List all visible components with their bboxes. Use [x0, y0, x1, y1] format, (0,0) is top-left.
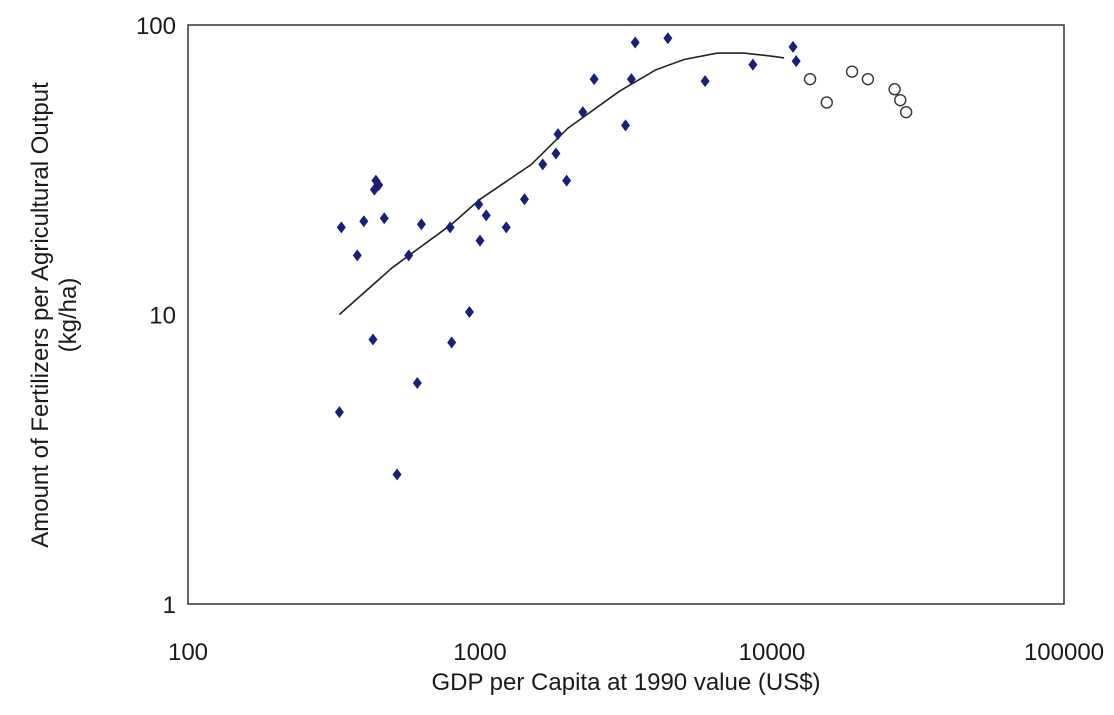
data-point-diamond — [663, 32, 673, 45]
data-point-circle — [845, 65, 859, 78]
data-point-diamond — [412, 376, 422, 389]
data-point-diamond — [700, 75, 710, 88]
data-point-diamond — [445, 221, 455, 234]
data-point-diamond — [748, 58, 758, 71]
data-point-diamond — [589, 73, 599, 86]
x-tick-label: 1000 — [453, 639, 506, 666]
data-point-diamond — [481, 209, 491, 222]
data-point-diamond — [626, 73, 636, 86]
y-tick-label: 1 — [163, 592, 176, 619]
data-point-diamond — [501, 221, 511, 234]
data-point-diamond — [475, 234, 485, 247]
y-axis-title-line-2: (kg/ha) — [55, 278, 82, 353]
data-point-circle — [899, 105, 913, 119]
data-point-diamond — [404, 249, 414, 262]
data-point-diamond — [791, 55, 801, 68]
data-points — [334, 32, 913, 481]
data-point-circle — [820, 96, 833, 109]
data-point-diamond — [538, 158, 548, 171]
data-point-diamond — [788, 40, 798, 53]
data-point-circle — [861, 72, 875, 86]
x-axis-title: GDP per Capita at 1990 value (US$) — [431, 669, 820, 696]
data-point-diamond — [621, 119, 631, 132]
data-point-diamond — [352, 249, 362, 262]
x-tick-label: 100 — [168, 639, 208, 666]
data-point-diamond — [578, 106, 588, 119]
data-point-circle — [894, 93, 907, 107]
data-point-diamond — [379, 212, 389, 225]
plot-frame — [187, 24, 1065, 605]
data-point-diamond — [519, 193, 529, 206]
data-point-diamond — [368, 333, 378, 346]
data-point-diamond — [630, 36, 640, 49]
data-point-diamond — [562, 174, 572, 187]
data-point-diamond — [551, 147, 561, 160]
data-point-diamond — [374, 179, 384, 192]
data-point-diamond — [359, 215, 369, 228]
data-point-diamond — [336, 221, 346, 234]
x-tick-label: 10000 — [739, 639, 806, 666]
data-point-diamond — [447, 336, 457, 349]
axis-ticks: 100 1000 10000 100000 1 10 100 — [136, 13, 1104, 666]
data-point-diamond — [392, 468, 402, 481]
y-axis-title-line-1: Amount of Fertilizers per Agricultural O… — [27, 82, 54, 548]
y-tick-label: 100 — [136, 13, 176, 40]
data-point-diamond — [553, 128, 563, 141]
data-point-diamond — [334, 406, 344, 419]
trend-line-group — [338, 52, 785, 316]
y-tick-label: 10 — [149, 303, 176, 330]
data-point-diamond — [416, 218, 426, 231]
data-point-circle — [803, 72, 817, 86]
x-tick-label: 100000 — [1024, 639, 1104, 666]
y-axis-title-group: Amount of Fertilizers per Agricultural O… — [27, 82, 82, 548]
data-point-diamond — [474, 198, 484, 211]
data-point-diamond — [464, 306, 474, 319]
trend-line — [338, 52, 785, 316]
data-point-circle — [888, 83, 901, 96]
